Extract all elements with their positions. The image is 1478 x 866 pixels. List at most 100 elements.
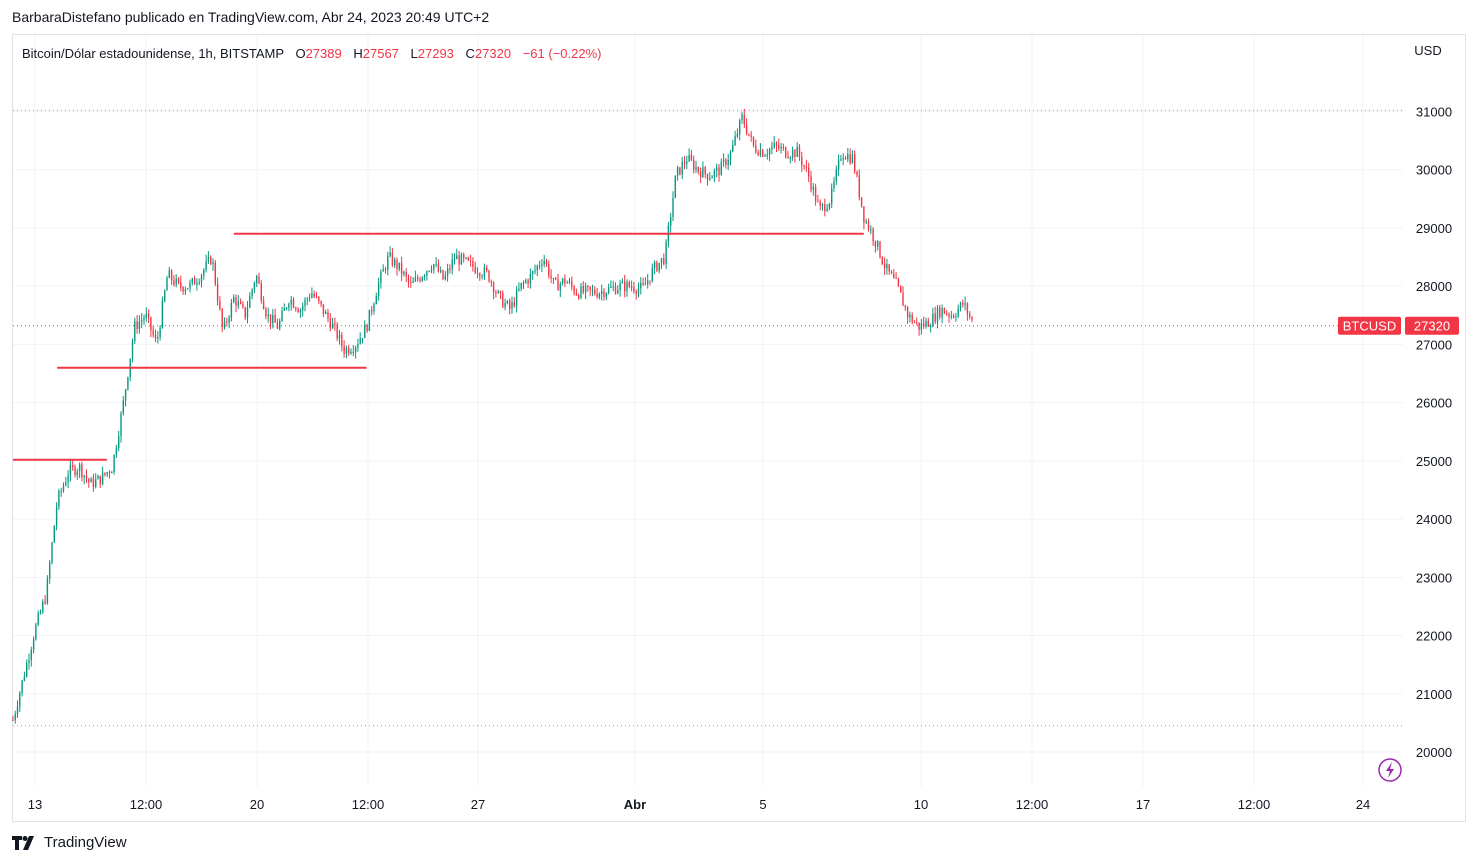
candle-body	[350, 352, 352, 354]
candle-body	[957, 308, 959, 317]
candle-body	[221, 308, 223, 328]
candle-body	[437, 263, 440, 272]
time-tick-label: 27	[471, 797, 485, 812]
candle-body	[808, 167, 810, 177]
candle-body	[826, 208, 828, 212]
candle-body	[375, 296, 377, 305]
candle-body	[384, 269, 387, 271]
candle-body	[405, 272, 407, 277]
candle-body	[660, 258, 663, 263]
candle-body	[789, 157, 791, 159]
candle-body	[453, 259, 456, 261]
candle-body	[805, 166, 808, 168]
candle-body	[364, 324, 366, 338]
candle-body	[361, 337, 364, 339]
candle-body	[334, 323, 336, 325]
candle-body	[817, 201, 819, 203]
candle-body	[665, 241, 667, 264]
candle-body	[219, 301, 221, 309]
candle-body	[741, 114, 743, 121]
candle-body	[559, 283, 561, 291]
candle-body	[417, 277, 419, 280]
candle-body	[141, 319, 143, 322]
candle-body	[260, 283, 262, 301]
candle-body	[886, 264, 888, 269]
candle-body	[366, 324, 368, 331]
candle-body	[649, 280, 651, 282]
price-tick-label: 31000	[1416, 105, 1452, 120]
candle-body	[216, 283, 219, 302]
candle-body	[580, 286, 582, 299]
candle-body	[446, 268, 449, 276]
footer-brand[interactable]: TradingView	[12, 834, 127, 851]
candle-body	[504, 303, 506, 308]
lightning-icon[interactable]	[1378, 758, 1402, 782]
candle-body	[941, 307, 943, 318]
candle-body	[831, 187, 833, 204]
candle-body	[265, 308, 267, 317]
candle-body	[435, 263, 437, 265]
candle-body	[325, 311, 327, 314]
candle-body	[768, 149, 771, 155]
candle-body	[331, 323, 334, 329]
candle-body	[412, 281, 414, 283]
candle-body	[939, 307, 941, 318]
candle-body	[525, 280, 527, 283]
candle-body	[166, 277, 168, 291]
candle-body	[578, 295, 580, 299]
candle-body	[851, 154, 854, 163]
candle-body	[718, 167, 720, 176]
candle-body	[612, 286, 614, 288]
candle-body	[856, 171, 858, 176]
candle-body	[603, 291, 605, 297]
candle-body	[345, 348, 348, 354]
candle-body	[697, 166, 699, 172]
candle-body	[573, 286, 575, 293]
candle-body	[837, 159, 840, 170]
tradingview-logo-icon	[12, 835, 34, 850]
candle-body	[596, 293, 598, 298]
candle-body	[582, 286, 584, 293]
candle-body	[916, 322, 918, 324]
candle-body	[371, 309, 373, 312]
candle-body	[16, 706, 19, 714]
symbol-legend: Bitcoin/Dólar estadounidense, 1h, BITSTA…	[22, 46, 602, 61]
candle-body	[46, 578, 49, 604]
candle-body	[610, 286, 612, 288]
candle-body	[672, 197, 674, 218]
candle-body	[467, 257, 469, 261]
candle-body	[911, 314, 913, 323]
candle-body	[778, 145, 780, 149]
candle-body	[591, 289, 594, 291]
candle-body	[925, 320, 927, 327]
time-tick-label: 5	[759, 797, 766, 812]
candle-body	[95, 479, 97, 487]
candle-body	[518, 288, 520, 291]
candle-body	[474, 266, 476, 273]
candle-body	[502, 293, 504, 308]
candle-body	[49, 562, 51, 579]
candle-body	[969, 313, 971, 317]
candle-body	[170, 270, 173, 281]
candle-body	[704, 167, 706, 174]
candle-body	[840, 159, 842, 161]
candle-body	[152, 330, 154, 335]
candle-body	[775, 142, 778, 146]
candle-body	[122, 400, 124, 414]
candle-body	[946, 313, 948, 315]
candle-body	[249, 295, 251, 308]
candle-body	[943, 307, 946, 314]
candle-body	[274, 315, 276, 323]
candle-body	[322, 304, 325, 314]
candle-body	[403, 272, 405, 275]
candle-body	[628, 282, 630, 287]
candle-body	[304, 299, 306, 307]
candle-body	[520, 282, 522, 289]
candle-body	[104, 472, 106, 475]
symbol-tag-label: BTCUSD	[1343, 318, 1396, 333]
candle-body	[258, 276, 260, 284]
candle-body	[879, 241, 881, 258]
candle-body	[872, 229, 874, 241]
candle-body	[732, 144, 734, 152]
